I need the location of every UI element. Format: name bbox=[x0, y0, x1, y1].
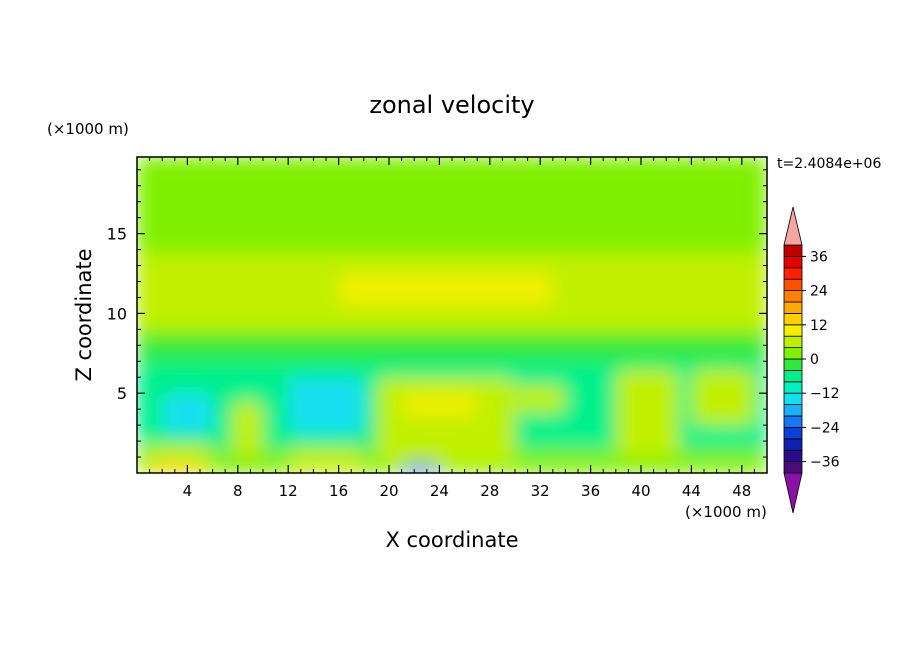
colorbar-label: −36 bbox=[810, 455, 840, 471]
field-region bbox=[615, 369, 679, 458]
field-region bbox=[137, 337, 767, 362]
x-axis: 4 8 12 16 20 24 28 32 36 40 44 48 bbox=[149, 157, 755, 500]
x-unit-label: (×1000 m) bbox=[685, 503, 767, 521]
colorbar-swatch bbox=[783, 278, 803, 292]
x-tick-label: 32 bbox=[531, 482, 550, 500]
x-tick-label: 4 bbox=[183, 482, 193, 500]
colorbar-swatch bbox=[783, 438, 803, 451]
y-tick-label: 5 bbox=[117, 384, 127, 403]
colorbar-swatch bbox=[783, 461, 803, 474]
field-region bbox=[288, 447, 364, 473]
colorbar-swatch bbox=[783, 449, 803, 463]
x-tick-label: 44 bbox=[682, 482, 701, 500]
x-tick-label: 8 bbox=[233, 482, 243, 500]
colorbar-swatch bbox=[783, 244, 803, 257]
colorbar-swatch bbox=[783, 324, 803, 337]
field-region bbox=[288, 377, 364, 434]
colorbar-swatch bbox=[783, 392, 803, 406]
colorbar-under-arrow bbox=[783, 472, 803, 514]
y-tick-label: 15 bbox=[107, 225, 127, 244]
colorbar-swatch bbox=[783, 301, 803, 314]
x-tick-label: 48 bbox=[732, 482, 751, 500]
colorbar-label: −24 bbox=[810, 420, 840, 436]
y-tick-label: 10 bbox=[107, 304, 127, 323]
field-region bbox=[515, 385, 566, 413]
colorbar-swatch bbox=[783, 426, 803, 440]
field-region bbox=[338, 273, 553, 306]
field-region bbox=[691, 369, 755, 426]
colorbar-swatch bbox=[783, 335, 803, 349]
colorbar-swatch bbox=[783, 267, 803, 280]
colorbar-swatch bbox=[783, 312, 803, 326]
x-tick-label: 36 bbox=[581, 482, 600, 500]
x-tick-label: 24 bbox=[430, 482, 449, 500]
x-axis-label: X coordinate bbox=[385, 528, 518, 552]
x-tick-label: 40 bbox=[631, 482, 650, 500]
x-tick-label: 12 bbox=[279, 482, 298, 500]
colorbar-label: 12 bbox=[810, 318, 828, 334]
y-axis-label: Z coordinate bbox=[72, 248, 96, 381]
colorbar-label: 36 bbox=[810, 249, 828, 265]
colorbar-swatch bbox=[783, 358, 803, 371]
colorbar-swatch bbox=[783, 255, 803, 269]
field-region bbox=[162, 393, 213, 434]
contour-field bbox=[137, 157, 767, 473]
colorbar-swatch bbox=[783, 290, 803, 303]
field-region bbox=[137, 157, 553, 242]
x-tick-label: 16 bbox=[329, 482, 348, 500]
colorbar-swatch bbox=[783, 404, 803, 417]
field-region bbox=[376, 377, 515, 466]
field-region bbox=[401, 393, 478, 418]
field-region bbox=[552, 157, 767, 226]
time-label: t=2.4084e+06 bbox=[777, 156, 881, 172]
chart-title: zonal velocity bbox=[369, 91, 534, 119]
colorbar: 36 24 12 0 −12 −24 −36 bbox=[783, 206, 840, 514]
field-region bbox=[401, 463, 440, 473]
colorbar-label: −12 bbox=[810, 386, 840, 402]
colorbar-swatch bbox=[783, 347, 803, 360]
y-axis: 5 10 15 bbox=[107, 169, 767, 458]
colorbar-swatch bbox=[783, 381, 803, 394]
colorbar-label: 0 bbox=[810, 352, 819, 368]
field-region bbox=[231, 401, 263, 458]
colorbar-label: 24 bbox=[810, 284, 828, 300]
colorbar-over-arrow bbox=[783, 206, 803, 246]
x-tick-label: 28 bbox=[480, 482, 499, 500]
x-tick-label: 20 bbox=[379, 482, 398, 500]
colorbar-swatch bbox=[783, 415, 803, 428]
y-unit-label: (×1000 m) bbox=[47, 120, 129, 138]
colorbar-swatch bbox=[783, 369, 803, 383]
